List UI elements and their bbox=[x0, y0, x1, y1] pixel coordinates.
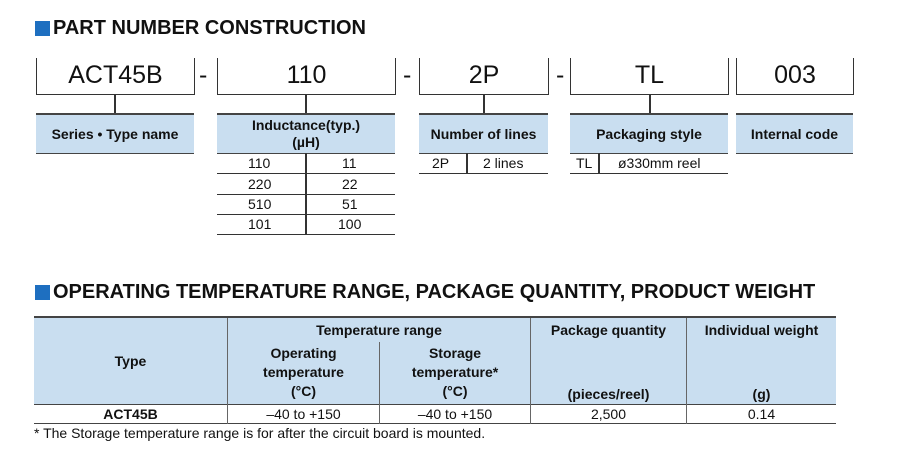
connector bbox=[305, 95, 307, 113]
connector bbox=[649, 95, 651, 113]
code-box-internal: 003 bbox=[736, 58, 854, 95]
section-title-temperature: OPERATING TEMPERATURE RANGE, PACKAGE QUA… bbox=[53, 281, 816, 303]
header-package: Package quantity (pieces/reel) bbox=[530, 317, 687, 404]
header-series: Series • Type name bbox=[36, 113, 194, 154]
header-unit: (°C) bbox=[442, 383, 468, 400]
code-value: 2P bbox=[432, 155, 450, 171]
footnote: * The Storage temperature range is for a… bbox=[34, 425, 486, 441]
table-row: ACT45B –40 to +150 –40 to +150 2,500 0.1… bbox=[34, 404, 836, 423]
code-value: 220 bbox=[248, 176, 272, 192]
header-type: Type bbox=[34, 317, 228, 404]
table-row: 110 11 bbox=[217, 153, 395, 174]
header-weight: Individual weight (g) bbox=[686, 317, 836, 404]
header-label: Storage temperature* bbox=[411, 345, 499, 381]
code-value: TL bbox=[576, 155, 593, 171]
code-value: 101 bbox=[248, 216, 272, 232]
header-inductance: Inductance(typ.) (µH) bbox=[217, 113, 395, 154]
column-divider bbox=[466, 153, 468, 173]
inductance-value: 11 bbox=[342, 155, 357, 171]
code-value: 110 bbox=[248, 155, 271, 171]
header-internal: Internal code bbox=[736, 113, 853, 154]
separator: - bbox=[403, 61, 412, 89]
header-label: Package quantity bbox=[550, 322, 667, 338]
inductance-value: 100 bbox=[338, 216, 362, 232]
package-value: 2,500 bbox=[530, 404, 687, 423]
section-bullet-icon bbox=[35, 21, 50, 36]
header-label: Individual weight bbox=[704, 322, 819, 338]
spec-table: Type Temperature range Package quantity (… bbox=[34, 316, 836, 424]
code-box-lines: 2P bbox=[419, 58, 549, 95]
header-unit: (g) bbox=[752, 385, 771, 402]
header-unit: (pieces/reel) bbox=[567, 385, 650, 402]
header-label: Packaging style bbox=[596, 125, 702, 142]
table-row: 101 100 bbox=[217, 214, 395, 235]
header-label: Number of lines bbox=[430, 125, 537, 142]
table-row: 510 51 bbox=[217, 194, 395, 215]
header-operating: Operating temperature (°C) bbox=[227, 342, 380, 404]
operating-value: –40 to +150 bbox=[227, 404, 380, 423]
header-label: Series • Type name bbox=[51, 125, 179, 142]
header-temp-range: Temperature range bbox=[227, 317, 531, 342]
table-row: 220 22 bbox=[217, 174, 395, 195]
packaging-value: ø330mm reel bbox=[618, 155, 701, 171]
header-label: Internal code bbox=[750, 125, 839, 142]
inductance-value: 51 bbox=[342, 196, 358, 212]
header-label: Operating temperature bbox=[263, 345, 344, 381]
connector bbox=[114, 95, 116, 113]
table-row: 2P 2 lines bbox=[419, 153, 548, 174]
header-unit: (µH) bbox=[292, 134, 320, 150]
section-bullet-icon bbox=[35, 285, 50, 300]
code-value: 510 bbox=[248, 196, 272, 212]
code-box-packaging: TL bbox=[570, 58, 729, 95]
header-storage: Storage temperature* (°C) bbox=[379, 342, 531, 404]
separator: - bbox=[199, 61, 208, 89]
header-unit: (°C) bbox=[290, 383, 317, 400]
code-box-inductance: 110 bbox=[217, 58, 396, 95]
storage-value: –40 to +150 bbox=[379, 404, 531, 423]
inductance-value: 22 bbox=[342, 176, 358, 192]
header-label: Inductance(typ.) bbox=[251, 117, 361, 133]
weight-value: 0.14 bbox=[747, 405, 776, 422]
type-value: ACT45B bbox=[34, 404, 228, 423]
code-box-series: ACT45B bbox=[36, 58, 195, 95]
section-title-part-number: PART NUMBER CONSTRUCTION bbox=[53, 17, 366, 39]
lines-value: 2 lines bbox=[483, 155, 524, 171]
header-packaging: Packaging style bbox=[570, 113, 728, 154]
connector bbox=[483, 95, 485, 113]
header-lines: Number of lines bbox=[419, 113, 548, 154]
column-divider bbox=[598, 153, 600, 173]
separator: - bbox=[556, 61, 565, 89]
table-row: TL ø330mm reel bbox=[570, 153, 728, 174]
